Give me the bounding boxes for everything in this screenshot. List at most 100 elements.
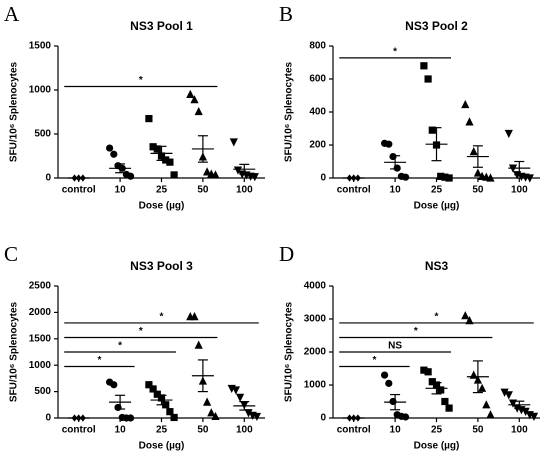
data-point (385, 379, 393, 387)
y-axis-label: SFU/10⁶ Splenocytes (284, 301, 295, 402)
y-axis-label: SFU/10⁶ Splenocytes (9, 61, 20, 162)
x-tick-label: 10 (390, 185, 402, 196)
y-tick-label: 1000 (304, 380, 327, 391)
data-point (207, 408, 216, 417)
data-point (437, 386, 445, 394)
significance-label: * (118, 341, 122, 352)
data-point (127, 414, 135, 422)
y-tick-label: 3000 (304, 314, 327, 325)
data-point (194, 106, 203, 116)
data-point (229, 138, 238, 147)
data-point (149, 385, 157, 393)
data-point (190, 95, 199, 104)
y-axis-label: SFU/10⁶ Splenocytes (9, 301, 20, 402)
data-point (525, 174, 534, 183)
y-tick-label: 1500 (29, 333, 52, 344)
x-tick-label: 25 (431, 425, 443, 436)
x-tick-label: 50 (197, 185, 209, 196)
data-point (500, 388, 509, 397)
x-tick-label: control (62, 185, 96, 196)
data-point (504, 129, 513, 139)
data-point (461, 99, 470, 109)
chart-title: NS3 Pool 1 (130, 19, 193, 33)
x-tick-label: 25 (431, 185, 443, 196)
x-axis-label: Dose (µg) (414, 441, 460, 452)
data-point (402, 173, 410, 181)
data-point (250, 173, 259, 182)
y-tick-label: 2000 (29, 307, 52, 318)
data-point (486, 410, 495, 419)
y-tick-label: 4000 (304, 281, 327, 292)
data-point (203, 397, 212, 406)
x-tick-label: 10 (390, 425, 402, 436)
data-point (402, 413, 410, 421)
data-point (231, 386, 240, 395)
data-point (504, 391, 513, 400)
data-point (428, 378, 436, 386)
data-point (478, 383, 487, 392)
data-point (441, 173, 449, 181)
x-tick-label: 100 (236, 425, 253, 436)
y-tick-label: 500 (34, 129, 51, 140)
y-tick-label: 1000 (29, 360, 52, 371)
data-point (149, 143, 157, 151)
data-point (153, 145, 161, 153)
data-point (110, 381, 118, 389)
x-tick-label: 50 (472, 185, 484, 196)
x-tick-label: 50 (472, 425, 484, 436)
data-point (482, 400, 491, 409)
y-tick-label: 0 (45, 173, 51, 184)
data-point (170, 171, 178, 179)
data-point (445, 404, 453, 412)
data-point (486, 173, 495, 182)
y-tick-label: 1500 (29, 41, 52, 52)
x-tick-label: control (337, 425, 371, 436)
y-tick-label: 2500 (29, 281, 52, 292)
x-tick-label: 10 (115, 185, 127, 196)
y-axis-label: SFU/10⁶ Splenocytes (284, 61, 295, 162)
x-tick-label: 25 (156, 425, 168, 436)
data-point (166, 408, 174, 416)
y-tick-label: 200 (309, 140, 326, 151)
x-tick-label: 25 (156, 185, 168, 196)
data-point (420, 366, 428, 374)
x-tick-label: control (337, 185, 371, 196)
data-point (170, 413, 178, 422)
data-point (190, 312, 199, 321)
data-point (381, 371, 389, 379)
panel-letter: C (4, 242, 18, 266)
data-point (233, 166, 243, 175)
x-tick-label: control (62, 425, 96, 436)
data-point (145, 115, 153, 123)
data-point (127, 172, 135, 180)
y-tick-label: 500 (34, 386, 51, 397)
data-point (445, 174, 453, 182)
data-point (437, 172, 445, 180)
y-tick-label: 2000 (304, 347, 327, 358)
chart-title: NS3 Pool 3 (130, 259, 193, 273)
data-point (106, 144, 114, 152)
data-point (473, 168, 482, 177)
x-axis-label: Dose (µg) (414, 201, 460, 212)
y-tick-label: 800 (309, 41, 326, 52)
significance-label: * (393, 47, 397, 58)
x-tick-label: 10 (115, 425, 127, 436)
y-tick-label: 400 (309, 107, 326, 118)
data-point (465, 316, 474, 325)
data-point (461, 311, 470, 320)
data-point (428, 126, 436, 134)
data-point (166, 158, 174, 166)
significance-label: * (435, 312, 439, 323)
y-tick-label: 1000 (29, 85, 52, 96)
data-point (244, 409, 253, 418)
data-point (186, 89, 195, 98)
x-tick-label: 100 (511, 185, 528, 196)
data-point (529, 412, 539, 421)
panel-letter: A (4, 2, 20, 26)
significance-label: * (97, 355, 101, 366)
x-tick-label: 50 (197, 425, 209, 436)
significance-label: NS (388, 341, 402, 352)
data-point (424, 368, 432, 376)
data-point (469, 370, 478, 379)
